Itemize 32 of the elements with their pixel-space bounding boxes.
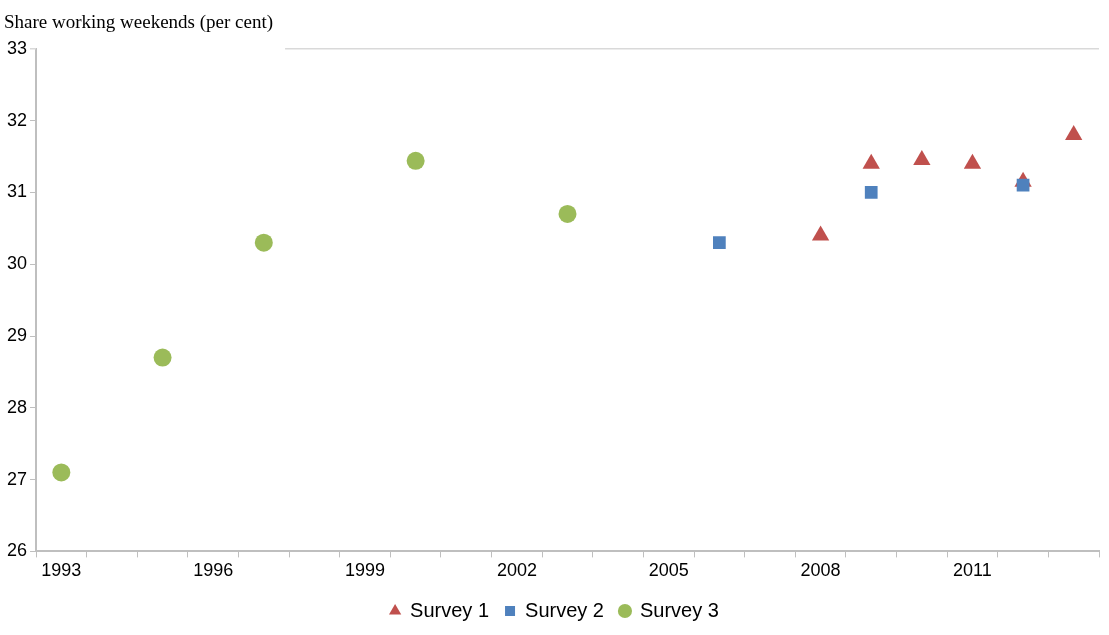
x-tick-label: 1996 (193, 560, 234, 581)
x-tick-label: 1993 (41, 560, 82, 581)
x-tick-label: 2005 (648, 560, 689, 581)
y-tick-label: 33 (6, 37, 28, 58)
y-tick-label: 29 (6, 324, 28, 345)
point (153, 348, 172, 367)
point (558, 204, 577, 223)
point (52, 463, 71, 482)
legend-label: Survey 1 (410, 598, 490, 621)
point (963, 153, 982, 169)
legend-label: Survey 3 (639, 598, 719, 621)
point (862, 153, 880, 169)
y-tick-label: 28 (6, 396, 28, 417)
point (1016, 178, 1030, 192)
y-tick-label: 27 (6, 468, 28, 489)
y-tick-label: 31 (6, 181, 28, 202)
x-tick-label: 1999 (345, 560, 386, 581)
chart-title: Share working weekends (per cent) (4, 11, 274, 34)
x-tick-label: 2008 (800, 560, 841, 581)
point (254, 233, 273, 252)
y-tick-label: 26 (6, 540, 28, 561)
y-tick-label: 30 (6, 253, 28, 274)
point (406, 151, 425, 170)
point (864, 186, 878, 199)
point (913, 150, 931, 166)
x-tick-label: 2011 (953, 560, 992, 581)
point (713, 236, 726, 250)
x-tick-label: 2002 (496, 560, 537, 581)
point (811, 225, 830, 241)
y-tick-label: 32 (6, 109, 28, 130)
legend-label: Survey 2 (525, 598, 604, 621)
point (1065, 124, 1083, 140)
